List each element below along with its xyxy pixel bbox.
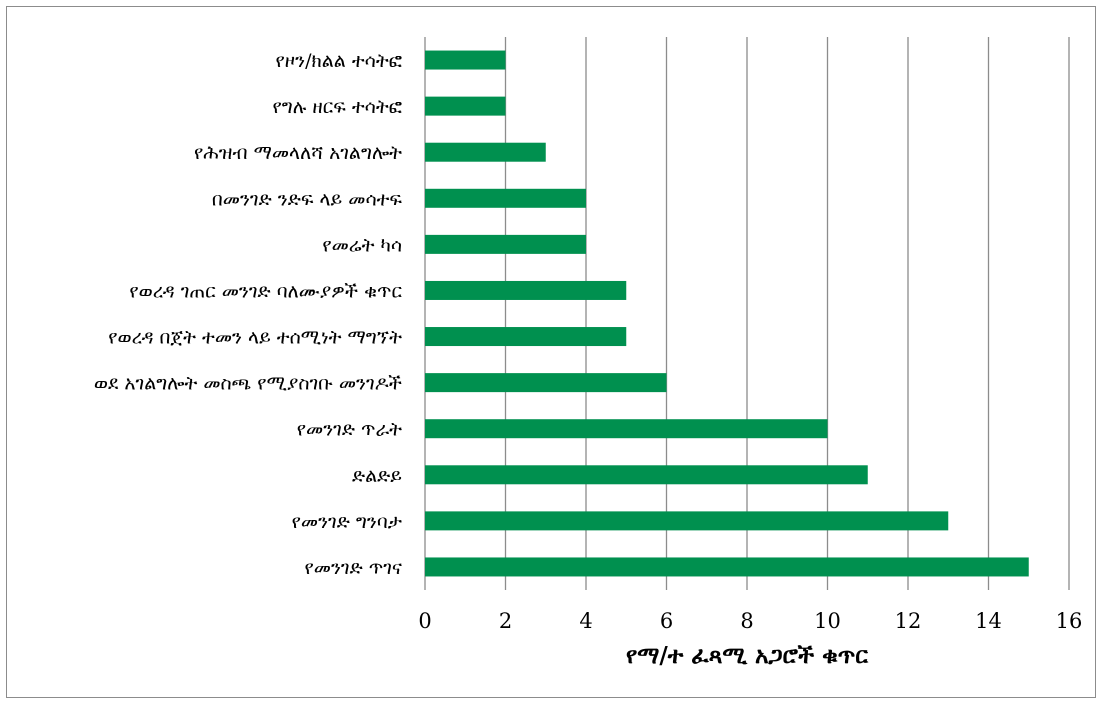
grid-lines <box>424 37 1070 590</box>
category-label: የዞን/ክልል ተሳትፎ <box>276 50 403 72</box>
x-tick-label: 12 <box>895 609 922 633</box>
x-tick-label: 2 <box>499 609 512 633</box>
category-label: የመንገድ ግንባታ <box>292 511 403 533</box>
chart-frame <box>6 6 1096 698</box>
category-label: ድልድይ <box>352 465 402 487</box>
category-label: የመንገድ ጥገና <box>305 557 403 579</box>
x-tick-label: 6 <box>660 609 673 633</box>
x-axis-title: የማ/ተ ፈጻሚ አጋሮች ቁጥር <box>626 642 869 669</box>
x-tick-label: 8 <box>740 609 753 633</box>
category-label: የወረዳ በጀት ተመን ላይ ተሰሚነት ማግኘት <box>108 327 402 349</box>
category-label: የግሉ ዘርፍ ተሳትፎ <box>273 96 403 118</box>
bar <box>425 327 627 347</box>
category-label: የመሬት ካሳ <box>322 234 402 256</box>
bars <box>425 50 1029 577</box>
x-tick-label: 16 <box>1056 609 1083 633</box>
bar <box>425 557 1029 577</box>
bar <box>425 280 627 300</box>
bar <box>425 50 506 70</box>
category-label: በመንገድ ንድፍ ላይ መሳተፍ <box>212 188 403 210</box>
x-tick-label: 10 <box>814 609 841 633</box>
category-label: የወረዳ ገጠር መንገድ ባለሙያዎች ቁጥር <box>129 280 402 302</box>
bar <box>425 96 506 116</box>
bar <box>425 234 586 254</box>
bar <box>425 373 667 393</box>
bar <box>425 188 586 208</box>
bar <box>425 465 868 485</box>
bar <box>425 419 828 439</box>
x-tick-label: 14 <box>975 609 1002 633</box>
x-tick-label: 0 <box>418 609 431 633</box>
bar <box>425 511 949 531</box>
category-labels: የመንገድ ጥገና የመንገድ ግንባታ ድልድይ የመንገድ ጥራት ወደ አገልግሎ… <box>94 50 403 579</box>
bar <box>425 142 546 162</box>
category-label: የመንገድ ጥራት <box>297 419 402 441</box>
x-tick-labels: 0 2 4 6 8 10 12 14 16 <box>418 609 1082 633</box>
category-label: የሕዝብ ማመላለሻ አገልግሎት <box>194 142 402 164</box>
category-label: ወደ አገልግሎት መስጫ የሚያስገቡ መንገዶች <box>94 373 403 395</box>
x-tick-label: 4 <box>579 609 592 633</box>
